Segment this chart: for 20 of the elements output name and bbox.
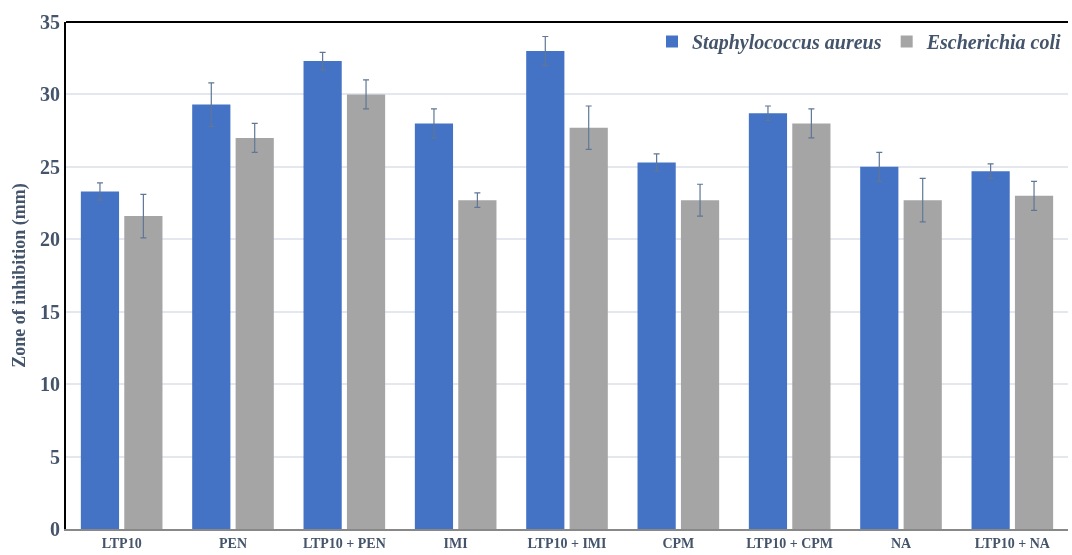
x-tick-label: LTP10 xyxy=(101,535,142,551)
y-tick-label: 30 xyxy=(40,83,60,106)
legend-label: Escherichia coli xyxy=(925,31,1062,54)
x-tick-label: IMI xyxy=(443,535,468,551)
y-tick-label: 5 xyxy=(50,445,60,468)
x-tick-label: NA xyxy=(890,535,912,551)
x-tick-label: PEN xyxy=(219,535,247,551)
x-tick-label: LTP10 + CPM xyxy=(746,535,834,551)
x-tick-label: LTP10 + NA xyxy=(974,535,1051,551)
y-tick-label: 15 xyxy=(40,300,60,323)
y-tick-label: 35 xyxy=(40,11,60,33)
y-axis-title: Zone of inhibition (mm) xyxy=(8,183,30,368)
x-tick-label: LTP10 + PEN xyxy=(302,535,386,551)
y-tick-label: 0 xyxy=(50,518,60,540)
y-tick-label: 20 xyxy=(40,228,60,251)
x-tick-label: CPM xyxy=(662,535,695,551)
x-tick-label: LTP10 + IMI xyxy=(527,535,607,551)
y-tick-label: 25 xyxy=(40,155,60,178)
legend-label: Staphylococcus aureus xyxy=(692,31,882,55)
y-tick-label: 10 xyxy=(40,373,60,396)
